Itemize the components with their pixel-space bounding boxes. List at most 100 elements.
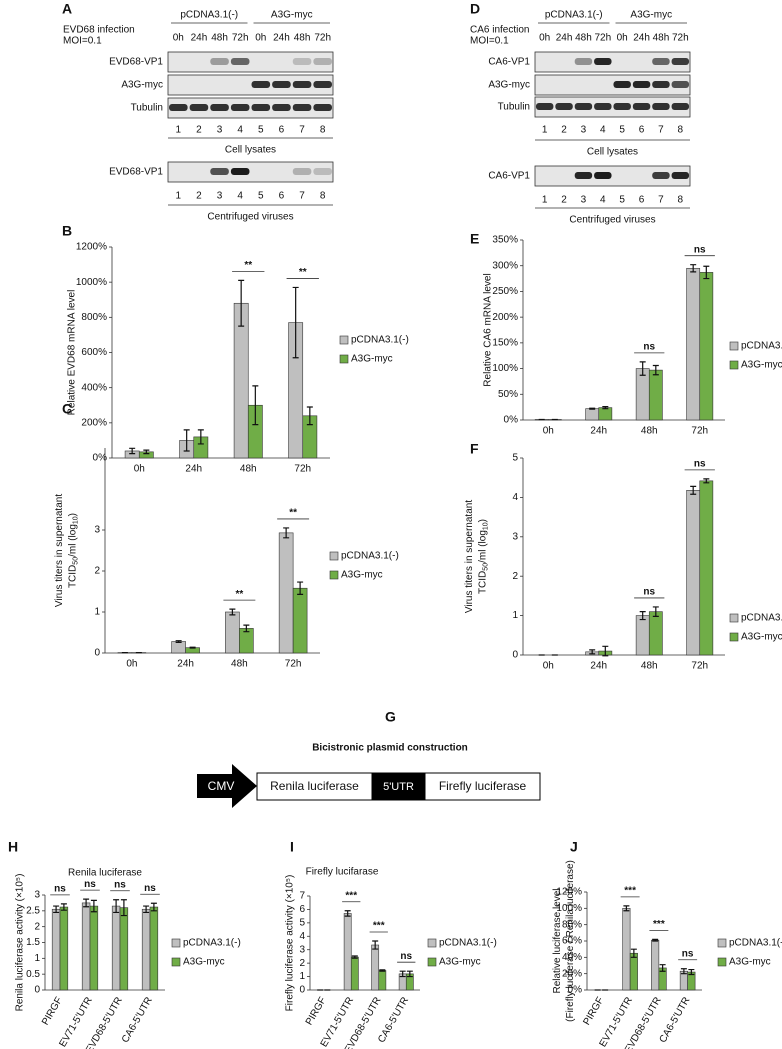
bar [686, 490, 701, 656]
group-label: pCDNA3.1(-) [180, 10, 238, 21]
row-label: EVD68-VP1 [109, 57, 163, 68]
lane-number: 6 [279, 191, 285, 202]
error-bar [639, 611, 646, 621]
y-tick-label: 800% [81, 312, 107, 323]
band [169, 104, 188, 111]
lane-number: 3 [217, 125, 223, 136]
lane-number: 7 [299, 191, 305, 202]
lane-number: 7 [299, 125, 305, 136]
y-tick-label: 0 [34, 985, 40, 996]
error-bar [351, 955, 358, 959]
error-bar [297, 581, 304, 595]
bar [141, 908, 151, 991]
row-label: EVD68-VP1 [109, 167, 163, 178]
infection-label: MOI=0.1 [63, 36, 102, 47]
bar [171, 641, 186, 654]
legend-swatch [717, 957, 727, 967]
y-tick-label: 300% [492, 260, 518, 271]
panel-label: D [470, 1, 480, 17]
y-tick-label: 80% [562, 919, 582, 930]
error-bar [639, 361, 646, 376]
x-tick-label: 48h [641, 661, 658, 672]
error-bar [292, 286, 299, 359]
y-axis-label-part: ) [477, 519, 488, 522]
chart-title: Firefly lucifarase [306, 867, 379, 878]
bar [59, 906, 69, 991]
significance-label: ** [289, 508, 297, 519]
band [671, 172, 690, 179]
significance-label: *** [373, 921, 385, 932]
time-label: 48h [575, 33, 592, 44]
band [555, 103, 573, 110]
band [292, 104, 312, 111]
band [292, 81, 312, 88]
lane-number: 2 [561, 195, 567, 206]
y-axis-label: (Firefly luciferase / Renila luciferase) [565, 860, 576, 1022]
error-bar [690, 485, 697, 495]
time-label: 24h [633, 33, 650, 44]
blot-box [534, 96, 691, 118]
x-tick-label: 72h [691, 661, 708, 672]
band [313, 81, 332, 88]
y-tick-label: 150% [492, 337, 518, 348]
legend-label: A3G-myc [741, 360, 782, 371]
band [594, 172, 612, 179]
y-axis-label: Firefly luciferase activity (×10⁵) [285, 875, 296, 1012]
error-bar [129, 447, 136, 455]
construct-label: Firefly luciferase [439, 779, 527, 793]
group-label: A3G-myc [630, 10, 672, 21]
y-tick-label: 200% [81, 417, 107, 428]
y-tick-label: 0 [299, 985, 305, 996]
significance-label: ns [144, 883, 156, 894]
y-tick-label: 7 [299, 891, 305, 902]
promoter-arrow [197, 764, 257, 808]
legend-swatch [171, 938, 181, 948]
blot-box [167, 51, 334, 73]
significance-label: ns [643, 342, 655, 353]
error-bar [406, 970, 413, 978]
y-axis-label: TCID50/ml (log10) [67, 513, 79, 588]
y-axis-label: Renila luciferase activity (×10⁵) [15, 874, 26, 1012]
significance-label: ** [244, 260, 252, 271]
infection-label: MOI=0.1 [470, 36, 509, 47]
y-axis-label: Relative luciferase level [552, 888, 563, 993]
band [632, 103, 651, 110]
band [210, 104, 229, 111]
y-tick-label: 200% [492, 312, 518, 323]
y-tick-label: 50% [498, 389, 518, 400]
y-tick-label: 2 [299, 958, 305, 969]
y-axis-label: TCID50/ml (log10) [477, 519, 489, 594]
band [292, 168, 312, 175]
panel-label: B [62, 223, 72, 239]
error-bar [306, 406, 313, 426]
lane-number: 5 [258, 191, 264, 202]
error-bar [652, 606, 659, 617]
error-bar [283, 527, 290, 539]
y-tick-label: 0.5 [26, 969, 40, 980]
bar [622, 908, 631, 991]
x-tick-label: PIRGF [581, 995, 606, 1027]
error-bar [680, 968, 687, 975]
y-tick-label: 0 [512, 650, 518, 661]
band [210, 168, 229, 175]
y-axis-label: Relative CA6 mRNA level [483, 273, 494, 386]
band [574, 103, 593, 110]
group-label: A3G-myc [271, 10, 313, 21]
lane-number: 4 [237, 191, 243, 202]
time-label: 72h [672, 33, 689, 44]
time-label: 72h [594, 33, 611, 44]
bar [119, 907, 129, 991]
caption: Centrifuged viruses [207, 212, 293, 223]
band [652, 172, 670, 179]
significance-label: ns [54, 884, 66, 895]
time-label: 24h [556, 33, 573, 44]
legend-swatch [339, 335, 349, 345]
x-tick-label: 0h [126, 659, 137, 670]
y-tick-label: 5 [512, 453, 518, 464]
error-bar [659, 964, 666, 972]
y-tick-label: 1 [94, 607, 100, 618]
y-tick-label: 2 [34, 921, 40, 932]
row-label: A3G-myc [488, 80, 530, 91]
x-tick-label: PIRGF [40, 995, 65, 1027]
